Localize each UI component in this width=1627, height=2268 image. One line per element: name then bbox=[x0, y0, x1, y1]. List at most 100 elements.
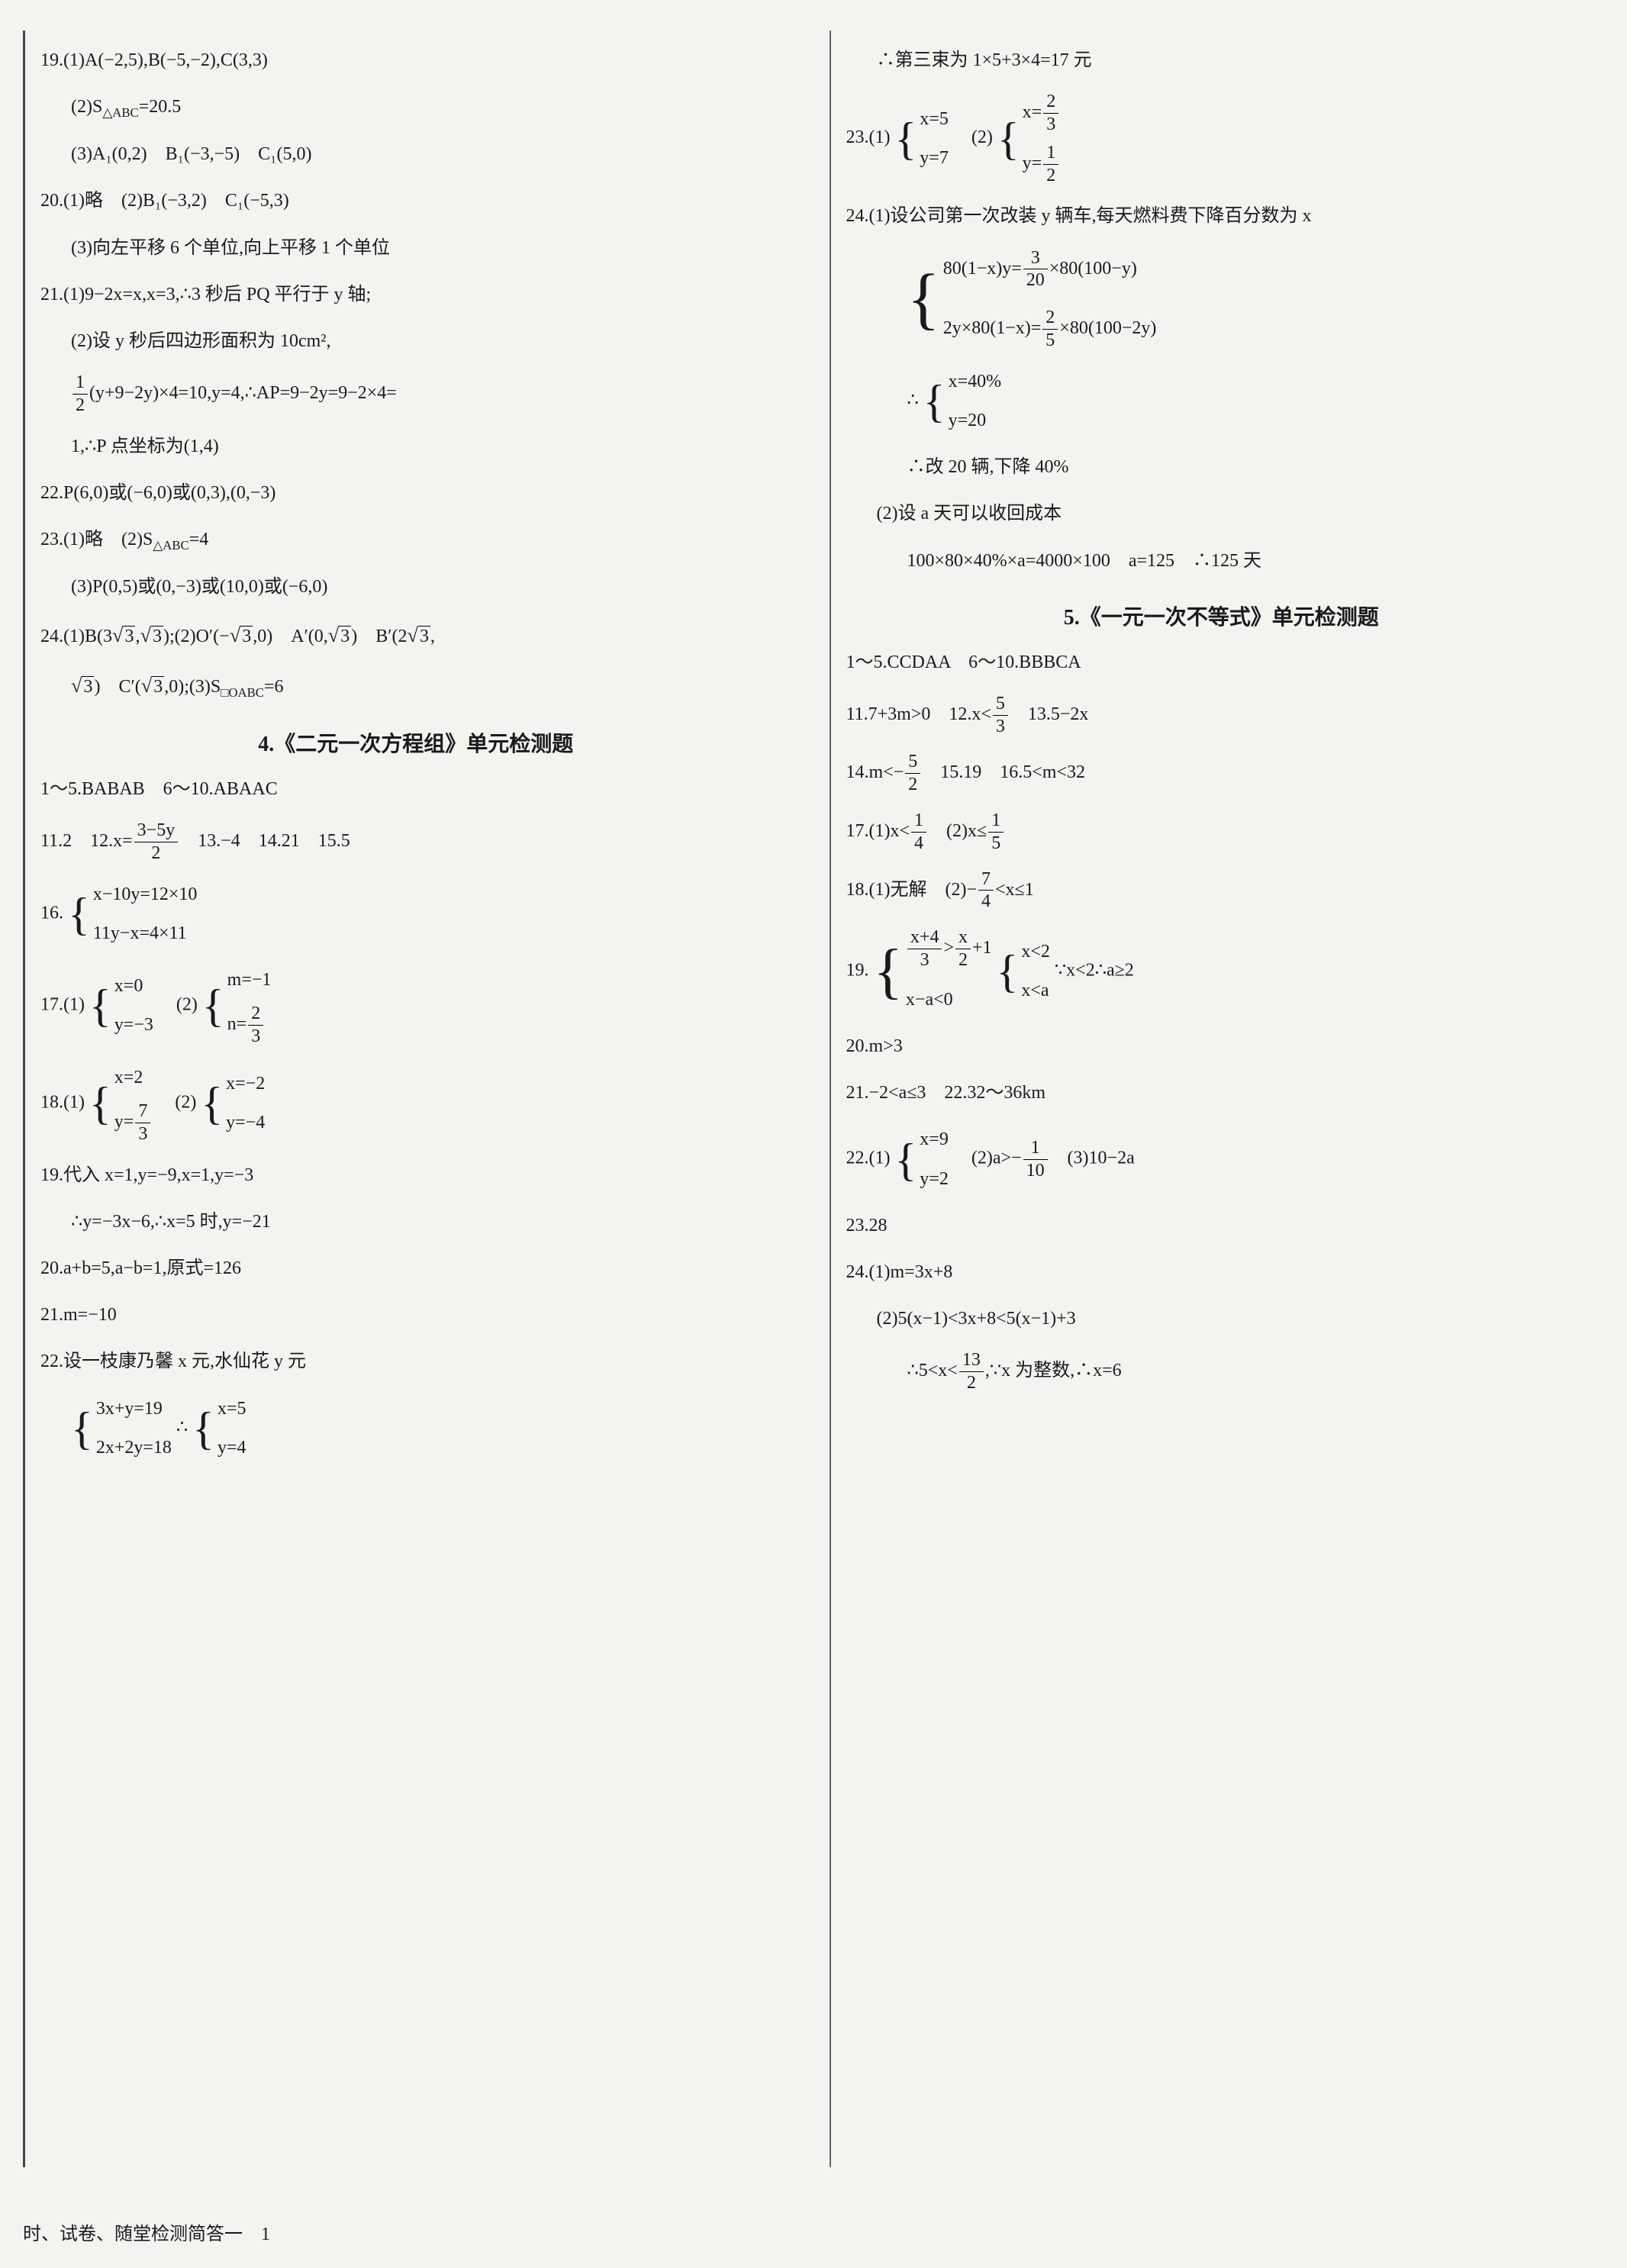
rows: x<2x<a bbox=[1021, 936, 1050, 1007]
fraction: 52 bbox=[905, 751, 920, 796]
rad: 3 bbox=[151, 626, 163, 646]
rows: 80(1−x)y=320×80(100−y) 2y×80(1−x)=25×80(… bbox=[943, 247, 1157, 352]
den: 5 bbox=[988, 833, 1004, 855]
rad: 3 bbox=[152, 676, 164, 697]
den: 2 bbox=[72, 395, 88, 417]
fraction: 73 bbox=[135, 1100, 150, 1145]
rows: x=9y=2 bbox=[920, 1123, 949, 1195]
t: );(2)O′(− bbox=[163, 627, 230, 646]
t: ∴ bbox=[176, 1417, 188, 1437]
t: ∵x<2∴a≥2 bbox=[1055, 961, 1134, 981]
t: (2) bbox=[953, 127, 993, 147]
equation-system: {x=23y=12 bbox=[997, 91, 1060, 186]
num: 13 bbox=[959, 1349, 984, 1372]
row: y=12 bbox=[1023, 142, 1061, 187]
fraction: 110 bbox=[1023, 1137, 1048, 1182]
brace-icon: { bbox=[202, 983, 224, 1029]
fraction: 23 bbox=[248, 1003, 263, 1048]
s4-22a: 22.设一枝康乃馨 x 元,水仙花 y 元 bbox=[40, 1345, 791, 1378]
t: 80(1−x)y= bbox=[943, 258, 1022, 278]
t: 11.2 12.x= bbox=[40, 831, 133, 851]
t: 13.−4 14.21 15.5 bbox=[179, 831, 350, 851]
s5-11: 11.7+3m>0 12.x<53 13.5−2x bbox=[846, 693, 1597, 738]
row: 11y−x=4×11 bbox=[93, 917, 198, 950]
q24-line2: √3) C′(√3,0);(3)S□OABC=6 bbox=[40, 668, 791, 704]
row: x−a<0 bbox=[906, 984, 992, 1016]
s4-18: 18.(1) {x=2y=73 (2) {x=−2y=−4 bbox=[40, 1062, 791, 1145]
row: x−10y=12×10 bbox=[93, 878, 198, 911]
s5-mc: 1～5.CCDAA 6～10.BBBCA bbox=[846, 646, 1597, 679]
row: y=20 bbox=[949, 404, 1002, 437]
den: 4 bbox=[911, 833, 926, 855]
t: <x≤1 bbox=[995, 879, 1034, 899]
s5-20: 20.m>3 bbox=[846, 1030, 1597, 1063]
t: ,0);(3)S bbox=[164, 677, 221, 697]
s5-21: 21.−2<a≤3 22.32～36km bbox=[846, 1077, 1597, 1110]
rad: 3 bbox=[240, 626, 253, 646]
r24-sys1: { 80(1−x)y=320×80(100−y) 2y×80(1−x)=25×8… bbox=[846, 247, 1597, 352]
row: x=2 bbox=[114, 1062, 153, 1094]
t: 16. bbox=[40, 903, 63, 923]
text: =20.5 bbox=[139, 97, 182, 117]
t: 17.(1)x< bbox=[846, 821, 910, 841]
t: > bbox=[943, 938, 954, 958]
t: 22.(1) bbox=[846, 1148, 891, 1168]
fraction: 14 bbox=[911, 810, 926, 855]
equation-system: { x+43>x2+1 x−a<0 bbox=[874, 926, 992, 1016]
q20-1: 20.(1)略 (2)B₁(−3,2) C₁(−5,3) bbox=[40, 185, 791, 217]
num: 3 bbox=[1023, 247, 1048, 270]
r-top: ∴第三束为 1×5+3×4=17 元 bbox=[846, 44, 1597, 77]
s5-19: 19. { x+43>x2+1 x−a<0 {x<2x<a ∵x<2∴a≥2 bbox=[846, 926, 1597, 1016]
r24-2b: 100×80×40%×a=4000×100 a=125 ∴125 天 bbox=[846, 545, 1597, 578]
den: 2 bbox=[955, 949, 971, 971]
fraction: 23 bbox=[1043, 91, 1058, 136]
rad: 3 bbox=[339, 626, 351, 646]
s4-17: 17.(1) {x=0y=−3 (2) {m=−1n=23 bbox=[40, 964, 791, 1048]
num: 7 bbox=[135, 1100, 150, 1123]
t: (2)a>− bbox=[953, 1148, 1022, 1168]
s5-22: 22.(1) {x=9y=2 (2)a>−110 (3)10−2a bbox=[846, 1123, 1597, 1195]
brace-icon: { bbox=[894, 116, 917, 162]
rows: x=5y=7 bbox=[920, 103, 949, 175]
s5-17: 17.(1)x<14 (2)x≤15 bbox=[846, 810, 1597, 855]
rows: x=−2y=−4 bbox=[226, 1068, 265, 1139]
t: 23.(1) bbox=[846, 127, 891, 147]
t: 19. bbox=[846, 961, 869, 981]
num: 2 bbox=[1042, 307, 1058, 330]
s5-14: 14.m<−52 15.19 16.5<m<32 bbox=[846, 751, 1597, 796]
t: 11.7+3m>0 12.x< bbox=[846, 704, 991, 724]
surd-icon: √ bbox=[71, 674, 82, 697]
section4-title: 4.《二元一次方程组》单元检测题 bbox=[40, 727, 791, 758]
equation-system: {x=5y=4 bbox=[192, 1393, 246, 1464]
t: , bbox=[430, 627, 435, 646]
den: 2 bbox=[905, 774, 920, 796]
q21-1: 21.(1)9−2x=x,x=3,∴3 秒后 PQ 平行于 y 轴; bbox=[40, 279, 791, 311]
q23-3: (3)P(0,5)或(0,−3)或(10,0)或(−6,0) bbox=[40, 571, 791, 604]
equation-system: {x=5y=7 bbox=[894, 103, 948, 175]
text: (y+9−2y)×4=10,y=4,∴AP=9−2y=9−2×4= bbox=[89, 383, 397, 403]
equation-system: { 80(1−x)y=320×80(100−y) 2y×80(1−x)=25×8… bbox=[907, 247, 1157, 352]
equation-system: {x−10y=12×1011y−x=4×11 bbox=[68, 878, 197, 950]
row: y=73 bbox=[114, 1100, 153, 1145]
den: 20 bbox=[1023, 269, 1048, 292]
row: x=23 bbox=[1023, 91, 1061, 136]
s5-24-2: (2)5(x−1)<3x+8<5(x−1)+3 bbox=[846, 1303, 1597, 1335]
rows: x=2 y=73 bbox=[114, 1062, 153, 1145]
brace-icon: { bbox=[192, 1406, 214, 1451]
sub: △ABC bbox=[102, 105, 138, 120]
t: =6 bbox=[264, 677, 284, 697]
equation-system: {x=−2y=−4 bbox=[201, 1068, 265, 1139]
den: 3 bbox=[1043, 114, 1058, 136]
t: 15.19 16.5<m<32 bbox=[922, 762, 1085, 782]
equation-system: {3x+y=192x+2y=18 bbox=[71, 1393, 172, 1464]
t: +1 bbox=[972, 938, 992, 958]
num: x bbox=[955, 926, 971, 949]
brace-icon: { bbox=[89, 983, 111, 1029]
q20-3: (3)向左平移 6 个单位,向上平移 1 个单位 bbox=[40, 232, 791, 265]
s5-23: 23.28 bbox=[846, 1210, 1597, 1242]
q21-2c: 1,∴P 点坐标为(1,4) bbox=[40, 430, 791, 463]
r24-2a: (2)设 a 天可以收回成本 bbox=[846, 498, 1597, 530]
s4-19a: 19.代入 x=1,y=−9,x=1,y=−3 bbox=[40, 1159, 791, 1192]
fraction: x2 bbox=[955, 926, 971, 971]
fraction: 25 bbox=[1042, 307, 1058, 352]
